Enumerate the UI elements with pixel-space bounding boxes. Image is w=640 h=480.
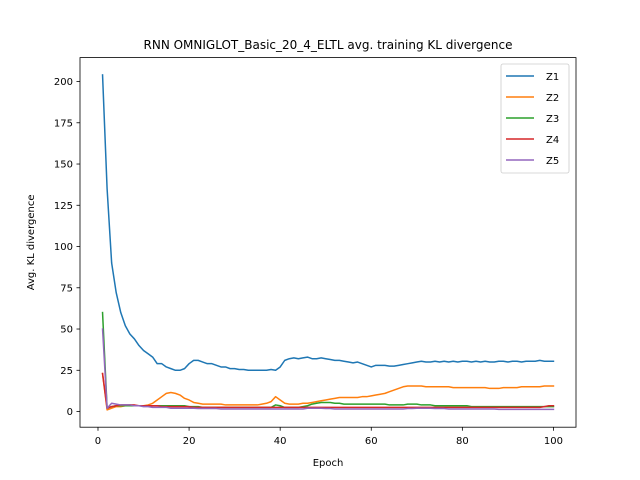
series-line-z3 xyxy=(101,311,555,409)
x-tick-label: 80 xyxy=(456,436,469,447)
legend-label-z2: Z2 xyxy=(546,93,559,104)
y-axis-ticks: 0 25 50 75 100 125 150 175 200 xyxy=(54,77,80,418)
legend-label-z3: Z3 xyxy=(546,114,559,125)
y-tick-label: 75 xyxy=(60,283,73,294)
series-line-z2 xyxy=(101,372,555,411)
y-tick-label: 125 xyxy=(54,201,73,212)
plot-area-frame xyxy=(79,57,577,428)
y-tick-label: 0 xyxy=(67,407,73,418)
chart-title: RNN OMNIGLOT_Basic_20_4_ELTL avg. traini… xyxy=(144,38,513,52)
y-axis-label: Avg. KL divergence xyxy=(26,194,37,290)
y-tick-label: 100 xyxy=(54,242,73,253)
legend-label-z1: Z1 xyxy=(546,72,559,83)
series-line-z5 xyxy=(101,328,555,411)
x-axis-ticks: 0 20 40 60 80 100 xyxy=(95,427,563,447)
y-tick-label: 150 xyxy=(54,160,73,171)
legend-items: Z1 Z2 Z3 Z4 Z5 xyxy=(506,72,559,167)
series-line-z4 xyxy=(101,372,555,409)
legend-label-z4: Z4 xyxy=(546,135,559,146)
series-layer xyxy=(101,74,555,411)
legend-box xyxy=(500,63,570,174)
y-tick-label: 50 xyxy=(60,325,73,336)
legend-label-z5: Z5 xyxy=(546,156,559,167)
y-tick-label: 175 xyxy=(54,118,73,129)
x-tick-label: 60 xyxy=(365,436,378,447)
y-tick-label: 25 xyxy=(60,366,73,377)
x-tick-label: 0 xyxy=(95,436,101,447)
x-tick-label: 20 xyxy=(183,436,196,447)
x-tick-label: 40 xyxy=(274,436,287,447)
legend: Z1 Z2 Z3 Z4 Z5 xyxy=(500,63,570,174)
x-tick-label: 100 xyxy=(544,436,563,447)
x-axis-label: Epoch xyxy=(313,458,344,469)
series-line-z1 xyxy=(101,74,555,372)
y-tick-label: 200 xyxy=(54,77,73,88)
